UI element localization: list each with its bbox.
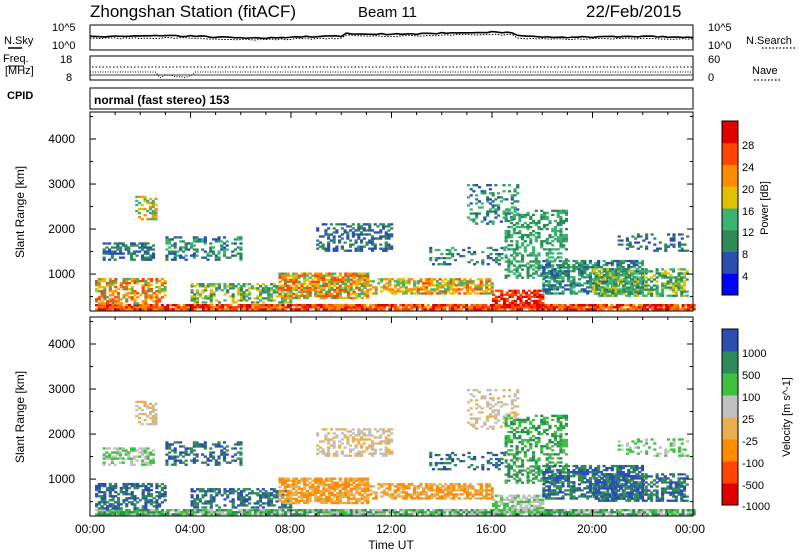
- cpid-label: CPID: [7, 90, 33, 102]
- x-tick-1200: 12:00: [376, 522, 406, 536]
- power-cbar-tick-4: 4: [742, 271, 748, 283]
- nave-tick-top: 60: [708, 54, 720, 66]
- sky-trace: [89, 30, 694, 40]
- power-cbar-tick-20: 20: [742, 184, 754, 196]
- cpid-frame: [89, 87, 694, 110]
- power-ytick-2000: 2000: [48, 222, 75, 236]
- power-cbar-tick-8: 8: [742, 249, 748, 261]
- beam-label: Beam 11: [358, 4, 417, 21]
- power-heatmap: [95, 184, 696, 311]
- velocity-axis-ticks: [89, 317, 694, 516]
- velocity-heatmap: [95, 389, 696, 516]
- nave-label: Nave: [752, 65, 778, 77]
- power-cbar-tick-24: 24: [742, 162, 754, 174]
- freq-panel: Freq. [MHz] 18 8 60 0 Nave: [3, 53, 780, 84]
- sky-left-label: N.Sky: [4, 35, 34, 47]
- vel-cbar-tick-m500: -500: [742, 480, 764, 492]
- x-tick-0800: 08:00: [275, 522, 305, 536]
- x-tick-0000: 00:00: [75, 522, 105, 536]
- velocity-ylabel: Slant Range [km]: [13, 371, 27, 463]
- velocity-ytick-4000: 4000: [48, 337, 75, 351]
- vel-cbar-tick-1000: 1000: [742, 348, 766, 360]
- freq-panel-frame: [89, 55, 694, 81]
- power-cbar-tick-12: 12: [742, 227, 754, 239]
- x-tick-1600: 16:00: [476, 522, 506, 536]
- vel-cbar-tick-m1000: -1000: [742, 501, 770, 513]
- sky-right-tick-top: 10^5: [708, 22, 732, 34]
- power-ylabel: Slant Range [km]: [13, 166, 27, 258]
- velocity-colorbar-label: Velocity [m s^-1]: [781, 377, 793, 457]
- power-ytick-4000: 4000: [48, 132, 75, 146]
- power-cbar-tick-28: 28: [742, 140, 754, 152]
- x-tick-0400: 04:00: [175, 522, 205, 536]
- nave-tick-bottom: 0: [708, 72, 714, 84]
- sky-left-tick-top: 10^5: [52, 22, 76, 34]
- x-tick-2400: 00:00: [675, 522, 705, 536]
- vel-cbar-tick-25: 25: [742, 414, 754, 426]
- vel-cbar-tick-100: 100: [742, 392, 760, 404]
- freq-label-line1: Freq.: [3, 53, 29, 65]
- vel-cbar-tick-500: 500: [742, 370, 760, 382]
- sky-left-tick-bottom: 10^0: [52, 40, 76, 52]
- power-colorbar: [722, 121, 738, 296]
- vel-cbar-tick-m100: -100: [742, 458, 764, 470]
- velocity-ytick-3000: 3000: [48, 382, 75, 396]
- vel-cbar-tick-m25: -25: [742, 436, 758, 448]
- freq-tick-top: 18: [60, 54, 72, 66]
- sky-right-tick-bottom: 10^0: [708, 40, 732, 52]
- velocity-colorbar: [722, 329, 738, 506]
- x-axis-label: Time UT: [368, 538, 414, 552]
- power-ytick-3000: 3000: [48, 177, 75, 191]
- power-colorbar-frame: [721, 120, 739, 296]
- velocity-colorbar-frame: [721, 328, 739, 506]
- power-colorbar-label: Power [dB]: [759, 181, 771, 235]
- velocity-ytick-1000: 1000: [48, 472, 75, 486]
- velocity-ytick-2000: 2000: [48, 427, 75, 441]
- power-axis-ticks: [89, 112, 694, 311]
- power-panel: Slant Range [km] 1000 2000 3000 4000 4 8…: [13, 111, 771, 312]
- power-ytick-1000: 1000: [48, 267, 75, 281]
- freq-tick-bottom: 8: [66, 72, 72, 84]
- x-tick-2000: 20:00: [577, 522, 607, 536]
- cpid-value: normal (fast stereo) 153: [94, 93, 230, 107]
- x-axis: 00:00 04:00 08:00 12:00 16:00 20:00 00:0…: [75, 522, 705, 552]
- freq-label-line2: [MHz]: [5, 65, 34, 77]
- search-trace: [89, 33, 694, 41]
- power-cbar-tick-16: 16: [742, 206, 754, 218]
- station-title: Zhongshan Station (fitACF): [90, 2, 296, 21]
- sky-panel: N.Sky 10^5 10^0 10^5 10^0 N.Search: [4, 22, 796, 52]
- date-label: 22/Feb/2015: [586, 2, 681, 21]
- velocity-panel: Slant Range [km] 1000 2000 3000 4000 100…: [13, 316, 793, 517]
- freq-trace: [90, 71, 693, 79]
- sky-right-label: N.Search: [746, 35, 792, 47]
